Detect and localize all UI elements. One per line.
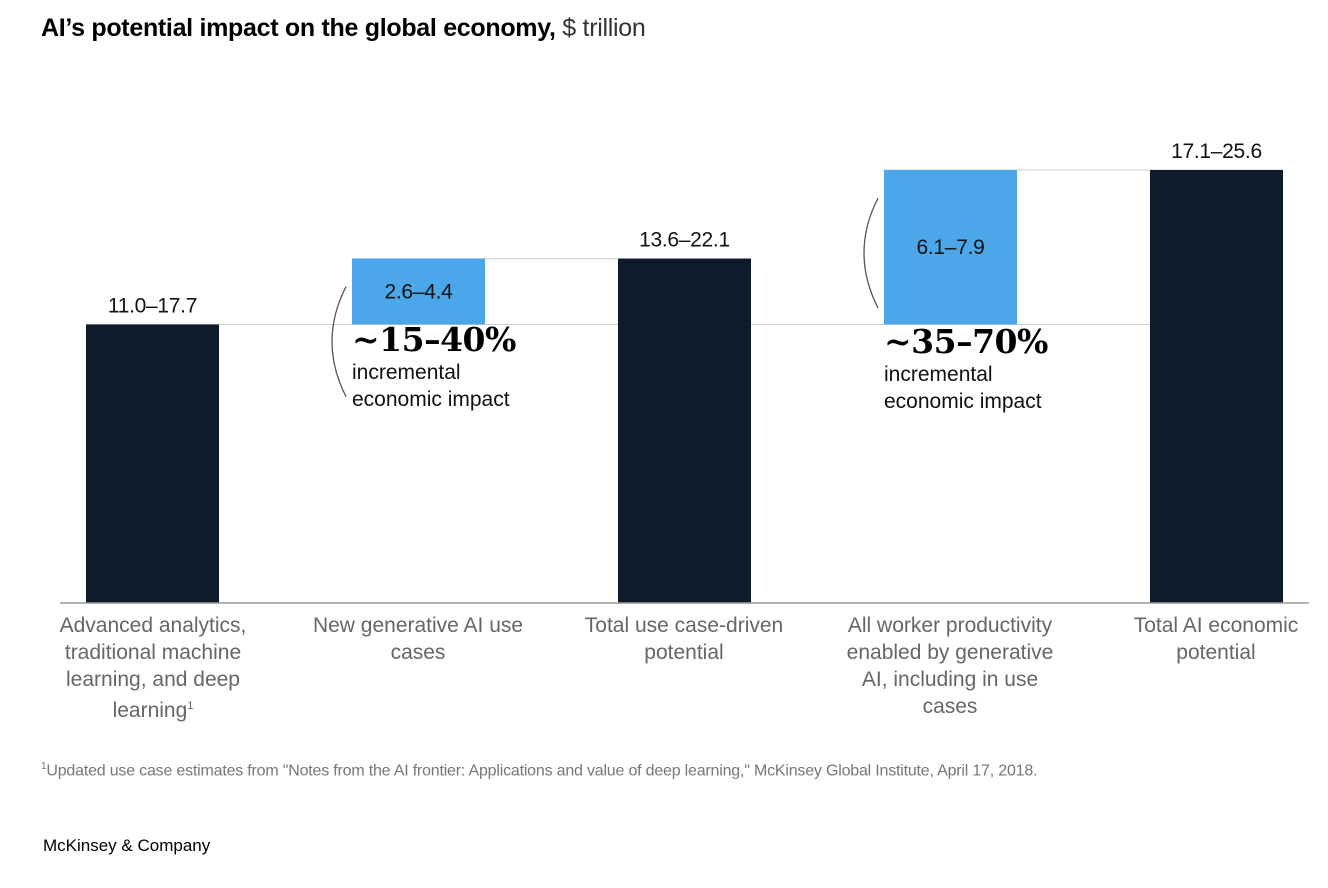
annotation-productivity-percent: ~35–70%: [884, 322, 1048, 361]
value-label-worker-productivity: 6.1–7.9: [917, 236, 985, 259]
annotation-worker-productivity: ~35–70% incremental economic impact: [884, 323, 1048, 415]
value-label-advanced-analytics: 11.0–17.7: [108, 294, 197, 317]
value-label-total-use-case: 13.6–22.1: [639, 229, 730, 252]
footnote-marker: 1: [41, 761, 47, 772]
value-label-total-ai: 17.1–25.6: [1171, 140, 1262, 163]
annotation-genai-line2: economic impact: [352, 388, 510, 411]
bar-total-use-case: [618, 258, 751, 603]
footnote-text: Updated use case estimates from "Notes f…: [46, 762, 1038, 780]
category-label-total-use-case: Total use case-driven potential: [584, 614, 784, 664]
annotation-genai-percent: ~15–40%: [352, 320, 516, 359]
value-label-new-genai: 2.6–4.4: [385, 281, 454, 304]
category-label-total-ai: Total AI economic potential: [1133, 614, 1299, 664]
annotation-bracket-new-genai: [331, 286, 347, 397]
category-label-worker-productivity: All worker productivity enabled by gener…: [846, 614, 1054, 718]
annotation-productivity-line2: economic impact: [884, 390, 1042, 413]
annotation-bracket-worker-productivity: [863, 197, 879, 309]
category-label-advanced-analytics: Advanced analytics, traditional machine …: [59, 614, 247, 722]
annotation-genai-line1: incremental: [352, 361, 461, 384]
chart-title-unit: $ trillion: [562, 14, 646, 42]
footnote: 1Updated use case estimates from "Notes …: [41, 761, 1037, 780]
category-label-new-genai: New generative AI use cases: [312, 614, 524, 664]
brand-name: McKinsey & Company: [43, 836, 211, 855]
annotation-genai-use-cases: ~15–40% incremental economic impact: [352, 321, 516, 413]
bar-worker-productivity: [884, 170, 1017, 325]
chart-title-main: AI’s potential impact on the global econ…: [41, 14, 556, 42]
bar-new-genai: [352, 258, 485, 325]
bar-advanced-analytics: [86, 324, 219, 603]
annotation-productivity-line1: incremental: [884, 363, 993, 386]
chart-title: AI’s potential impact on the global econ…: [41, 14, 646, 43]
bar-total-ai: [1150, 170, 1283, 603]
